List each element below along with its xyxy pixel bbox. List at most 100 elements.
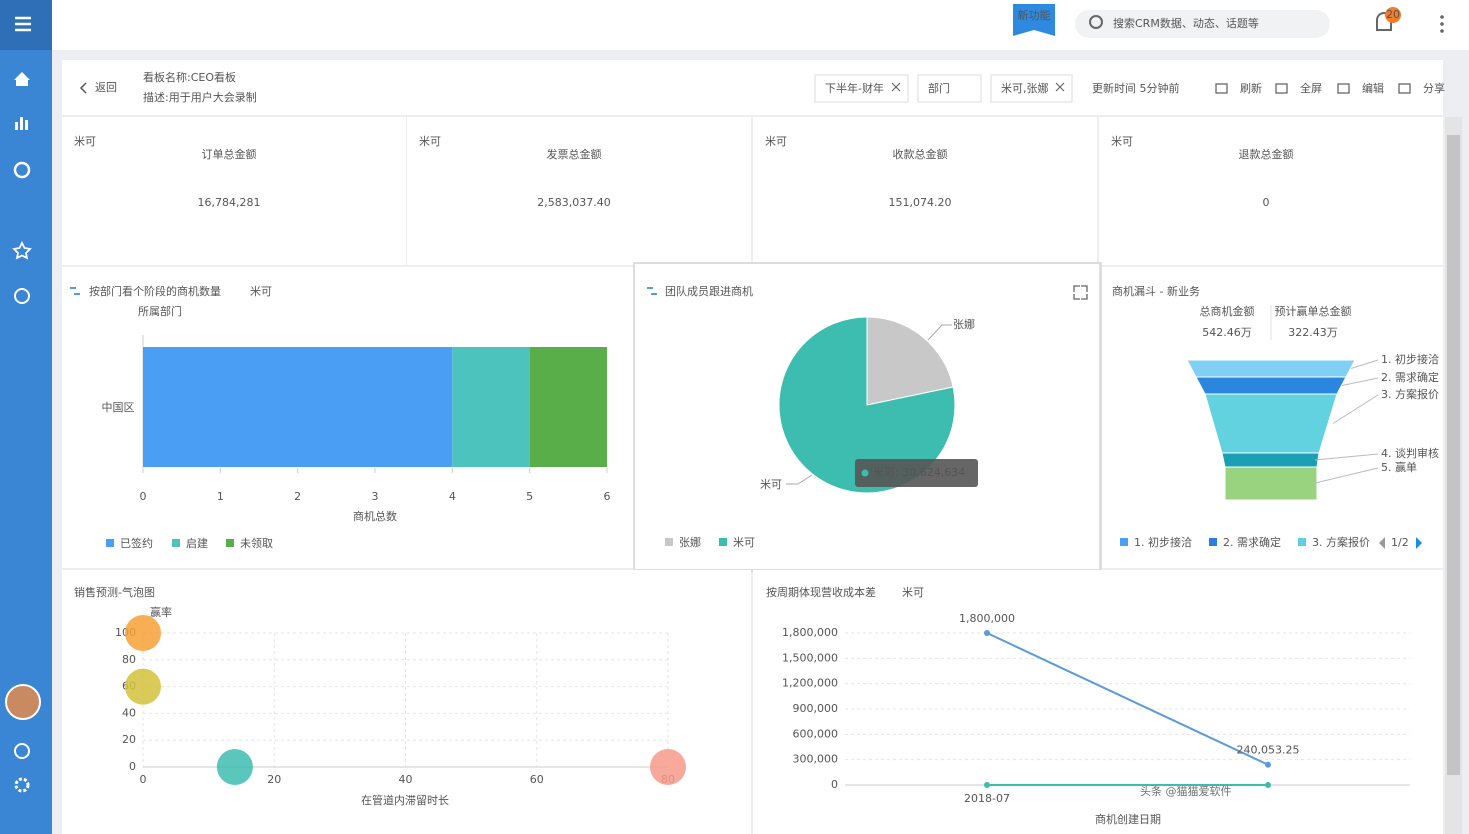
funnel-leader [1332, 394, 1379, 424]
legend-label[interactable]: 未领取 [240, 537, 273, 550]
data-label: 1,800,000 [959, 612, 1015, 625]
filter-box[interactable] [917, 74, 982, 103]
legend-swatch[interactable] [719, 538, 727, 546]
legend-swatch[interactable] [106, 539, 114, 547]
funnel-stage[interactable] [1221, 452, 1320, 468]
bubble[interactable] [650, 749, 686, 785]
funnel-stage[interactable] [1224, 466, 1318, 501]
y-tick-label: 600,000 [793, 727, 839, 740]
legend-label[interactable]: 2. 需求确定 [1223, 535, 1281, 549]
pager-next[interactable] [1416, 537, 1422, 549]
bubble[interactable] [125, 615, 161, 651]
line-point[interactable] [984, 630, 990, 636]
legend-swatch[interactable] [1298, 538, 1306, 546]
x-tick-label: 5 [526, 490, 533, 503]
pie-slice[interactable] [866, 316, 954, 406]
expand-icon[interactable] [1073, 285, 1088, 300]
legend-swatch[interactable] [1120, 538, 1128, 546]
sidebar-icons [5, 72, 41, 793]
pager: 1/2 [1391, 536, 1409, 549]
kpi-label: 退款总金额 [1239, 147, 1294, 161]
link-icon [70, 287, 80, 295]
pie-slice[interactable] [778, 316, 956, 494]
x-tick-label: 0 [140, 773, 147, 786]
action-icon [1337, 83, 1350, 94]
legend-label[interactable]: 已签约 [120, 536, 153, 550]
action-button[interactable]: 分享 [1423, 81, 1445, 95]
legend-label[interactable]: 张娜 [679, 535, 701, 549]
legend-swatch[interactable] [226, 539, 234, 547]
star-icon[interactable] [12, 240, 32, 260]
tooltip-text: 米可: 30,624,634 [873, 466, 965, 479]
filter-box[interactable] [990, 74, 1073, 103]
action-button[interactable]: 全屏 [1300, 81, 1322, 95]
search-placeholder: 搜索CRM数据、动态、话题等 [1113, 16, 1259, 30]
line-point[interactable] [984, 782, 990, 788]
legend-label[interactable]: 1. 初步接洽 [1134, 535, 1192, 549]
filter-box[interactable] [814, 74, 909, 103]
pager-prev[interactable] [1379, 537, 1385, 549]
legend-swatch[interactable] [1209, 538, 1217, 546]
x-tick-label: 2018-07 [964, 792, 1010, 805]
help-icon[interactable] [14, 743, 30, 759]
line-point[interactable] [1265, 782, 1271, 788]
avatar[interactable] [5, 684, 41, 720]
update-time: 更新时间 5分钟前 [1092, 81, 1180, 95]
scroll-thumb[interactable] [1447, 135, 1460, 775]
legend-swatch[interactable] [172, 539, 180, 547]
x-axis-label: 商机创建日期 [1095, 812, 1161, 826]
action-button[interactable]: 刷新 [1240, 81, 1262, 95]
filter-text: 部门 [928, 81, 950, 95]
line-point[interactable] [1265, 761, 1271, 768]
clock-icon[interactable] [14, 288, 30, 304]
y-tick-label: 0 [831, 778, 838, 791]
chart-title: 按周期体现营收成本差 [766, 585, 876, 599]
funnel-stage[interactable] [1204, 393, 1338, 454]
bar-segment [529, 347, 607, 467]
board-title: 看板名称:CEO看板 [143, 70, 236, 84]
filter-clear[interactable] [1055, 82, 1065, 92]
stat-value: 322.43万 [1288, 326, 1338, 339]
chart-title: 销售预测-气泡图 [74, 585, 155, 599]
y-tick-label: 1,800,000 [782, 626, 838, 639]
home-icon[interactable] [14, 72, 30, 86]
back-link[interactable]: 返回 [95, 81, 117, 94]
kpi-label: 订单总金额 [202, 147, 257, 161]
tooltip-dot [861, 469, 869, 477]
y-axis-label: 赢率 [150, 605, 172, 619]
kpi-tag: 米可 [74, 135, 96, 148]
chart-icon[interactable] [15, 122, 18, 130]
x-tick-label: 4 [449, 490, 456, 503]
search-box[interactable] [1075, 10, 1330, 38]
action-button[interactable]: 编辑 [1362, 81, 1384, 95]
more-icon[interactable] [1440, 15, 1444, 33]
kpi-tag: 米可 [1111, 135, 1133, 148]
new-feature-badge[interactable] [1013, 4, 1055, 36]
back-icon [79, 82, 87, 94]
legend-label[interactable]: 3. 方案报价 [1312, 535, 1370, 549]
bubble[interactable] [125, 668, 161, 705]
y-tick-label: 40 [122, 706, 136, 719]
funnel-stage[interactable] [1186, 359, 1356, 378]
funnel-leader [1341, 377, 1379, 386]
filter-text: 下半年-财年 [825, 81, 884, 95]
menu-icon [15, 16, 31, 32]
kpi-label: 收款总金额 [893, 147, 948, 161]
y-tick-label: 900,000 [793, 702, 839, 715]
settings-icon[interactable] [14, 777, 30, 793]
pie-icon[interactable] [13, 161, 31, 179]
funnel-label: 1. 初步接洽 [1381, 352, 1439, 366]
data-label: 240,053.25 [1237, 744, 1300, 757]
funnel-stage[interactable] [1195, 376, 1347, 395]
legend-label[interactable]: 启建 [186, 536, 208, 550]
filter-clear[interactable] [891, 82, 901, 92]
legend-label[interactable]: 米可 [733, 536, 755, 549]
line-series [986, 632, 1269, 766]
board-description: 描述:用于用户大会录制 [143, 90, 257, 104]
x-axis-label: 商机总数 [353, 509, 397, 523]
bubble[interactable] [216, 749, 253, 785]
legend-swatch[interactable] [665, 538, 673, 546]
funnel-label: 4. 谈判审核 [1381, 446, 1439, 460]
action-icon [1275, 83, 1288, 94]
